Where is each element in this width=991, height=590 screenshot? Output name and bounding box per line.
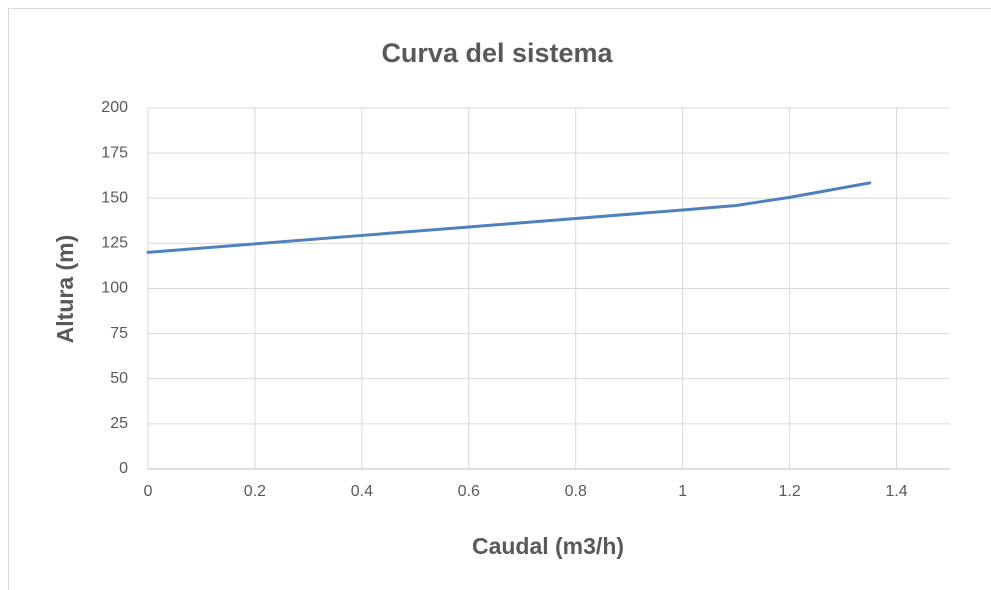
x-tick-label: 0.6 — [458, 483, 480, 500]
x-tick-label: 1.4 — [885, 483, 907, 500]
x-tick-label: 1.2 — [778, 483, 800, 500]
chart-title: Curva del sistema — [381, 38, 613, 68]
y-tick-label: 50 — [110, 370, 128, 387]
y-tick-label: 175 — [101, 144, 128, 161]
y-tick-label: 25 — [110, 415, 128, 432]
y-tick-label: 150 — [101, 189, 128, 206]
x-tick-label: 0.8 — [565, 483, 587, 500]
y-axis-title: Altura (m) — [52, 235, 78, 344]
y-tick-label: 125 — [101, 235, 128, 252]
y-tick-label: 100 — [101, 280, 128, 297]
y-tick-label: 200 — [101, 99, 128, 116]
x-tick-label: 1 — [678, 483, 687, 500]
x-tick-label: 0.2 — [244, 483, 266, 500]
x-axis-title: Caudal (m3/h) — [472, 533, 624, 559]
chart-border — [8, 8, 991, 590]
x-tick-label: 0.4 — [351, 483, 373, 500]
x-tick-label: 0 — [144, 483, 153, 500]
y-tick-label: 0 — [119, 460, 128, 477]
y-tick-label: 75 — [110, 325, 128, 342]
series-line — [146, 181, 872, 254]
